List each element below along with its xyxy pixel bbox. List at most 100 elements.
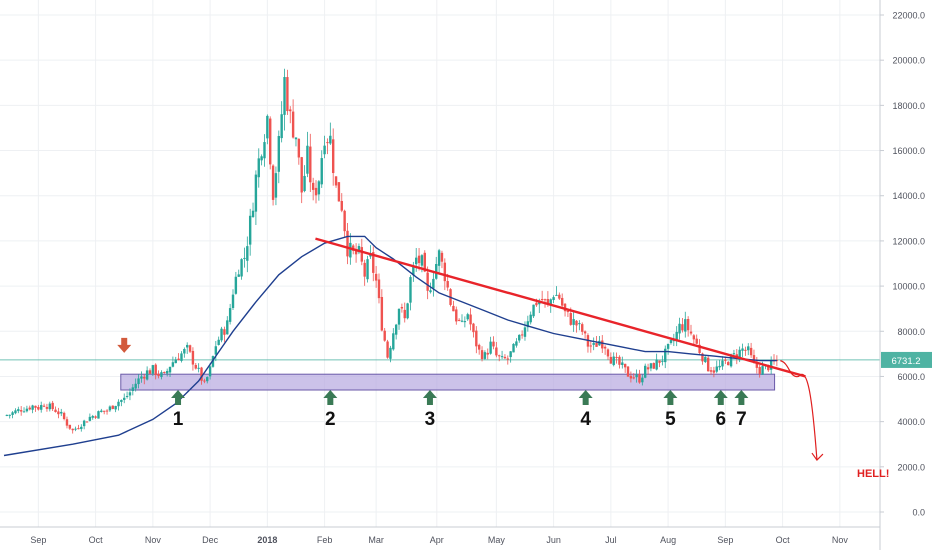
candle-body	[566, 310, 570, 313]
candle-body	[314, 187, 318, 196]
candle-body	[523, 327, 527, 337]
candle-body	[148, 370, 152, 374]
candle-body	[234, 276, 238, 294]
candle-body	[360, 247, 364, 262]
candle-body	[466, 314, 469, 320]
candle-body	[767, 365, 770, 371]
candle-body	[675, 331, 678, 342]
y-tick-label: 8000.0	[897, 327, 925, 337]
support-zone	[120, 373, 776, 391]
candle-body	[331, 139, 335, 174]
up-arrow-icon	[663, 390, 678, 405]
candle-body	[237, 274, 240, 277]
x-tick-label: Sep	[30, 535, 46, 545]
candle-body	[412, 265, 415, 276]
up-arrow-icon	[171, 390, 186, 405]
candle-body	[240, 259, 243, 277]
candle-body	[724, 359, 727, 361]
candle-body	[263, 142, 266, 159]
candle-body	[34, 405, 37, 408]
candle-body	[243, 257, 246, 259]
candle-body	[134, 383, 137, 389]
candle-body	[203, 380, 206, 382]
candle-body	[446, 281, 449, 288]
candle-body	[638, 373, 641, 383]
candle-body	[8, 414, 11, 416]
candle-body	[741, 348, 744, 351]
candle-body	[372, 252, 375, 273]
candle-body	[718, 365, 721, 368]
candle-body	[641, 377, 644, 383]
candle-body	[14, 410, 17, 414]
candle-body	[423, 252, 426, 272]
candle-body	[223, 329, 226, 335]
support-touch-label: 4	[580, 409, 591, 430]
candle-body	[409, 277, 412, 303]
candle-body	[22, 411, 26, 413]
candle-body	[512, 343, 515, 353]
candle-body	[429, 290, 432, 293]
candle-body	[563, 303, 567, 312]
candle-body	[102, 410, 106, 412]
candle-body	[623, 363, 627, 368]
x-tick-label: Nov	[145, 535, 162, 545]
x-tick-label: May	[488, 535, 506, 545]
candle-body	[17, 409, 20, 412]
candle-body	[509, 351, 512, 358]
candle-body	[661, 360, 664, 362]
candle-body	[621, 362, 624, 366]
candle-body	[655, 359, 658, 370]
candle-body	[246, 246, 249, 261]
candle-body	[97, 411, 100, 419]
candle-body	[569, 313, 572, 325]
candle-body	[48, 403, 51, 410]
candle-body	[712, 370, 716, 373]
candle-body	[131, 387, 135, 392]
candle-body	[629, 375, 633, 379]
candle-body	[354, 249, 358, 255]
candle-body	[455, 309, 458, 322]
candle-body	[111, 405, 114, 409]
x-tick-label: Jul	[605, 535, 617, 545]
candle-body	[669, 340, 673, 343]
moving-average-path	[3, 235, 777, 457]
y-tick-label: 12000.0	[892, 236, 925, 246]
candle-body	[747, 346, 750, 351]
candle-body	[37, 406, 40, 410]
up-arrow-icon	[422, 390, 437, 405]
candle-body	[652, 363, 655, 369]
candle-body	[480, 350, 484, 360]
candle-body	[518, 334, 521, 341]
candle-body	[151, 365, 155, 374]
candle-body	[260, 156, 263, 161]
candle-body	[615, 356, 618, 358]
candle-body	[626, 366, 630, 377]
candle-body	[546, 298, 550, 304]
candle-body	[452, 305, 455, 312]
candle-body	[257, 158, 260, 178]
y-tick-label: 10000.0	[892, 282, 925, 292]
descending-trendline	[315, 237, 806, 378]
candle-body	[664, 348, 667, 363]
candle-body	[394, 324, 398, 335]
down-arrow-icon	[117, 337, 132, 353]
candle-body	[632, 377, 635, 379]
candle-body	[254, 174, 258, 212]
candle-body	[749, 347, 753, 356]
candle-body	[349, 242, 352, 258]
candle-body	[31, 405, 34, 410]
candle-body	[77, 428, 80, 430]
candle-body	[483, 352, 487, 359]
candle-body	[426, 272, 429, 291]
candle-body	[383, 330, 386, 341]
price-axis-panel	[880, 0, 932, 550]
candle-body	[732, 353, 736, 355]
candle-body	[100, 410, 103, 413]
candle-body	[420, 255, 424, 266]
candle-body	[105, 410, 109, 412]
candle-body	[85, 421, 89, 423]
candle-body	[154, 364, 157, 376]
candle-body	[289, 109, 292, 112]
candle-body	[114, 405, 117, 410]
candle-body	[709, 370, 713, 372]
